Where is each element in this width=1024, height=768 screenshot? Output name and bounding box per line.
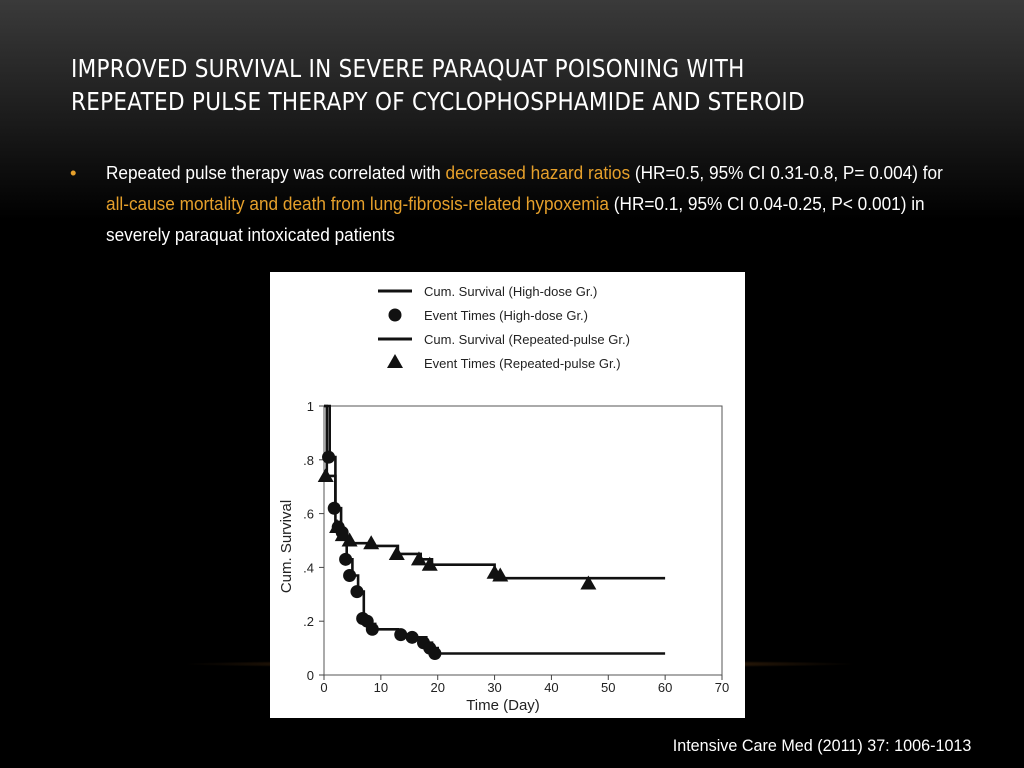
- highlight-hazard-ratios: decreased hazard ratios: [445, 162, 631, 183]
- event-point-repeated-pulse: [388, 545, 405, 560]
- y-tick-label: 0: [307, 668, 314, 683]
- bullet-text-3: (HR=0.1, 95% CI 0.04-0.25, P< 0.001) in …: [106, 193, 925, 245]
- legend-label: Event Times (Repeated-pulse Gr.): [424, 356, 621, 371]
- bullet-text-2: (HR=0.5, 95% CI 0.31-0.8, P= 0.004) for: [630, 162, 943, 183]
- x-tick-label: 40: [544, 680, 558, 695]
- citation: Intensive Care Med (2011) 37: 1006-1013: [672, 736, 971, 755]
- event-point-high-dose: [327, 501, 341, 515]
- event-point-high-dose: [365, 622, 379, 636]
- chart-svg: 0 10 20 30 40 50 60 70 0 .2 .4 .6 .8 1 Time (Day) Cum. …: [278, 284, 729, 714]
- x-axis-label: Time (Day): [466, 697, 540, 714]
- survival-line-repeated-pulse: [324, 404, 666, 580]
- title-line-1: Improved survival in severe paraquat poi…: [71, 54, 745, 83]
- legend-label: Cum. Survival (High-dose Gr.): [424, 284, 597, 299]
- x-tick-label: 0: [320, 680, 327, 695]
- legend-circle-marker: [388, 308, 402, 322]
- event-point-high-dose: [350, 585, 364, 599]
- event-point-repeated-pulse: [421, 556, 438, 571]
- bullet-dot-icon: •: [70, 162, 77, 183]
- event-point-high-dose: [343, 568, 357, 582]
- y-axis-label: Cum. Survival: [278, 500, 295, 593]
- event-point-repeated-pulse: [317, 467, 334, 482]
- event-point-high-dose: [394, 628, 408, 642]
- event-point-repeated-pulse: [341, 532, 358, 547]
- x-tick-label: 60: [658, 680, 672, 695]
- legend-label: Cum. Survival (Repeated-pulse Gr.): [424, 332, 630, 347]
- slide-title: Improved survival in severe paraquat poi…: [71, 52, 881, 118]
- survival-line-high-dose: [324, 404, 666, 655]
- y-tick-label: .8: [303, 453, 314, 468]
- event-point-high-dose: [428, 646, 442, 660]
- event-point-repeated-pulse: [580, 575, 597, 590]
- bullet-point: • Repeated pulse therapy was correlated …: [70, 157, 990, 250]
- title-line-2: repeated pulse therapy of cyclophosphami…: [71, 87, 805, 116]
- event-point-high-dose: [405, 630, 419, 644]
- y-tick-label: .2: [303, 614, 314, 629]
- event-point-high-dose: [322, 450, 336, 464]
- legend-label: Event Times (High-dose Gr.): [424, 308, 588, 323]
- x-tick-label: 70: [715, 680, 729, 695]
- event-point-repeated-pulse: [492, 567, 509, 582]
- x-tick-label: 20: [430, 680, 444, 695]
- bullet-text: Repeated pulse therapy was correlated wi…: [106, 157, 962, 250]
- x-tick-label: 30: [487, 680, 501, 695]
- x-tick-label: 10: [374, 680, 388, 695]
- plot-frame: [323, 405, 723, 676]
- bullet-text-1: Repeated pulse therapy was correlated wi…: [106, 162, 446, 183]
- x-tick-label: 50: [601, 680, 615, 695]
- y-tick-label: .4: [303, 560, 314, 575]
- legend-triangle-marker: [387, 354, 403, 368]
- y-tick-label: 1: [307, 399, 314, 414]
- event-point-repeated-pulse: [410, 551, 427, 566]
- event-point-repeated-pulse: [329, 519, 346, 534]
- event-point-high-dose: [339, 552, 353, 566]
- highlight-mortality: all-cause mortality and death from lung-…: [106, 193, 610, 214]
- survival-chart: 0 10 20 30 40 50 60 70 0 .2 .4 .6 .8 1 Time (Day) Cum. …: [270, 272, 745, 718]
- event-point-repeated-pulse: [363, 535, 380, 550]
- y-tick-label: .6: [303, 507, 314, 522]
